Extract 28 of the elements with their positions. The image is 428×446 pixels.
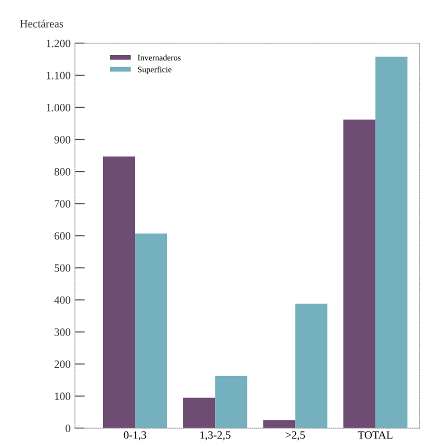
bar — [343, 120, 376, 428]
bar — [295, 304, 328, 428]
y-tick-label: 200 — [54, 360, 70, 368]
x-tick-label: 0-1,3 — [124, 431, 146, 440]
bar — [215, 376, 248, 428]
legend-label: Invernaderos — [138, 54, 181, 60]
x-tick-label: TOTAL — [358, 431, 392, 439]
bar — [183, 398, 216, 428]
bar — [375, 56, 408, 428]
y-tick-label: 400 — [54, 296, 70, 304]
x-tick-label: 1,3-2,5 — [200, 431, 230, 440]
x-tick-label: >2,5 — [286, 431, 305, 440]
y-tick-label: 0 — [66, 424, 70, 432]
y-tick-label: 1.100 — [46, 72, 70, 80]
y-axis-title: Hectáreas — [20, 20, 64, 28]
y-tick-label: 100 — [55, 392, 70, 400]
y-tick-label: 700 — [54, 200, 70, 208]
y-tick-label: 300 — [54, 328, 70, 336]
bar — [134, 233, 168, 428]
bar — [102, 156, 135, 428]
y-tick-label: 1.000 — [46, 104, 70, 112]
legend-label: Superficie — [138, 66, 172, 74]
y-tick-label: 900 — [54, 136, 70, 144]
y-tick-label: 1.200 — [46, 40, 70, 48]
y-tick-label: 800 — [54, 168, 70, 176]
bar — [263, 420, 296, 428]
y-tick-label: 500 — [54, 264, 70, 272]
y-tick-label: 600 — [54, 232, 70, 240]
